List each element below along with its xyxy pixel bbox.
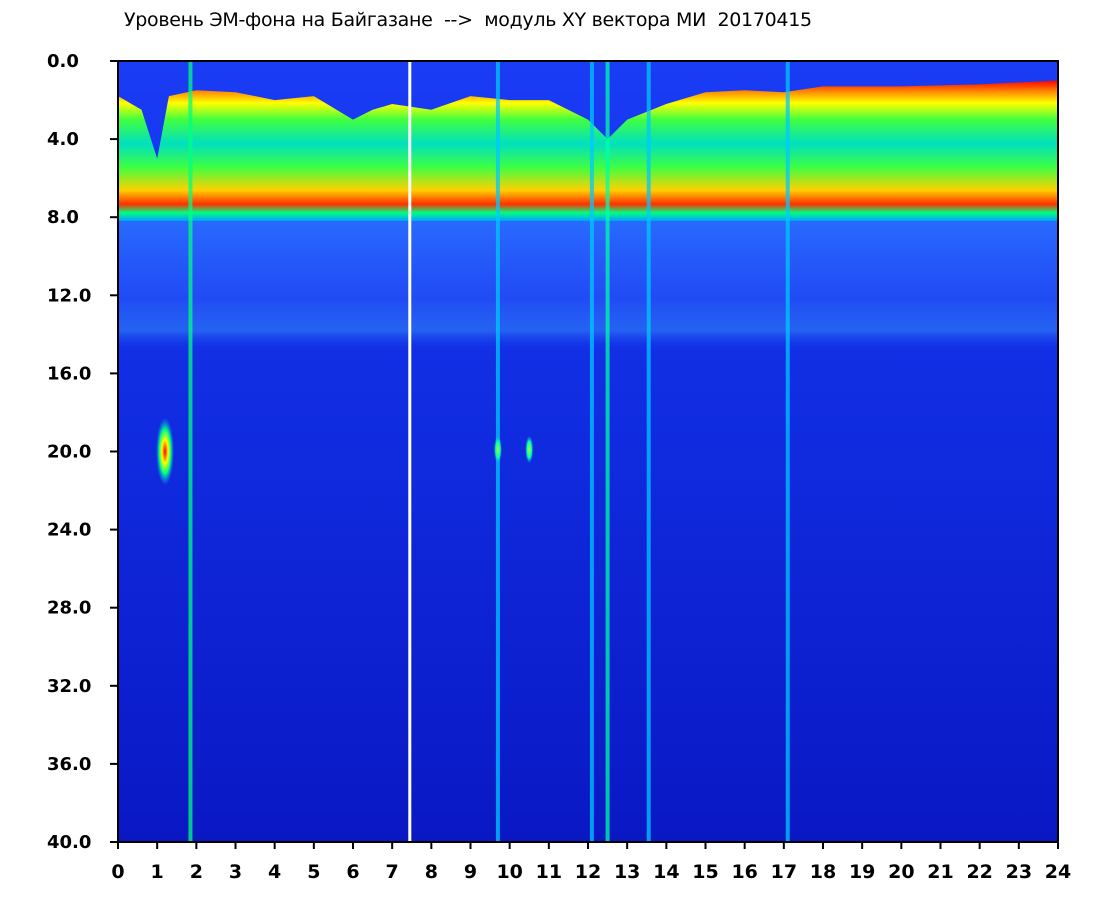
y-tick-label-1: 4.0 <box>47 129 79 150</box>
x-tick-label-22: 22 <box>966 861 992 883</box>
hotspot-1 <box>493 435 502 464</box>
vertical-streak-4 <box>605 61 610 842</box>
y-tick-label-3: 12.0 <box>47 285 91 306</box>
x-tick-label-23: 23 <box>1006 861 1032 883</box>
x-tick-label-11: 11 <box>536 861 562 883</box>
y-tick-label-6: 24.0 <box>47 520 91 541</box>
x-tick-label-20: 20 <box>888 861 914 883</box>
x-tick-label-4: 4 <box>268 861 281 883</box>
x-tick-label-0: 0 <box>111 861 124 883</box>
x-tick-label-8: 8 <box>425 861 438 883</box>
x-tick-label-13: 13 <box>614 861 640 883</box>
vertical-streak-5 <box>646 61 651 842</box>
x-tick-label-10: 10 <box>496 861 522 883</box>
vertical-streak-6 <box>785 61 790 842</box>
main-emission-band <box>118 80 1058 222</box>
vertical-streak-1 <box>408 61 412 842</box>
hotspot-0 <box>156 417 174 486</box>
x-tick-label-7: 7 <box>386 861 399 883</box>
x-tick-label-14: 14 <box>653 861 679 883</box>
y-tick-label-0: 0.0 <box>47 51 79 72</box>
vertical-streak-3 <box>589 61 594 842</box>
x-tick-label-5: 5 <box>307 861 320 883</box>
x-tick-label-19: 19 <box>849 861 875 883</box>
y-tick-label-2: 8.0 <box>47 207 79 228</box>
y-axis: 0.0 4.0 8.0 12.0 16.0 20.0 24.0 28.0 32.0 36.0 40.… <box>47 51 118 853</box>
y-tick-label-9: 36.0 <box>47 754 91 775</box>
y-tick-label-5: 20.0 <box>47 442 91 463</box>
vertical-streak-0 <box>188 61 193 842</box>
x-tick-label-3: 3 <box>229 861 242 883</box>
weak-emission-band <box>118 221 1058 350</box>
x-tick-label-9: 9 <box>464 861 477 883</box>
x-tick-label-6: 6 <box>346 861 359 883</box>
chart-title: Уровень ЭМ-фона на Байгазане --> модуль … <box>124 9 812 31</box>
x-tick-label-24: 24 <box>1045 861 1071 883</box>
y-tick-label-4: 16.0 <box>47 363 91 384</box>
x-tick-label-17: 17 <box>771 861 797 883</box>
x-tick-label-21: 21 <box>927 861 953 883</box>
y-tick-label-7: 28.0 <box>47 598 91 619</box>
x-tick-label-2: 2 <box>190 861 203 883</box>
x-axis: 0 1 2 3 4 5 6 7 8 9 10 11 12 13 14 15 16 17 18 19 20 21 22 23 24 <box>111 842 1071 883</box>
x-tick-label-15: 15 <box>692 861 718 883</box>
x-tick-label-16: 16 <box>731 861 757 883</box>
y-tick-label-8: 32.0 <box>47 676 91 697</box>
x-tick-label-1: 1 <box>151 861 164 883</box>
hotspot-2 <box>525 435 534 464</box>
y-tick-label-10: 40.0 <box>47 832 91 853</box>
x-tick-label-18: 18 <box>810 861 836 883</box>
x-tick-label-12: 12 <box>575 861 601 883</box>
